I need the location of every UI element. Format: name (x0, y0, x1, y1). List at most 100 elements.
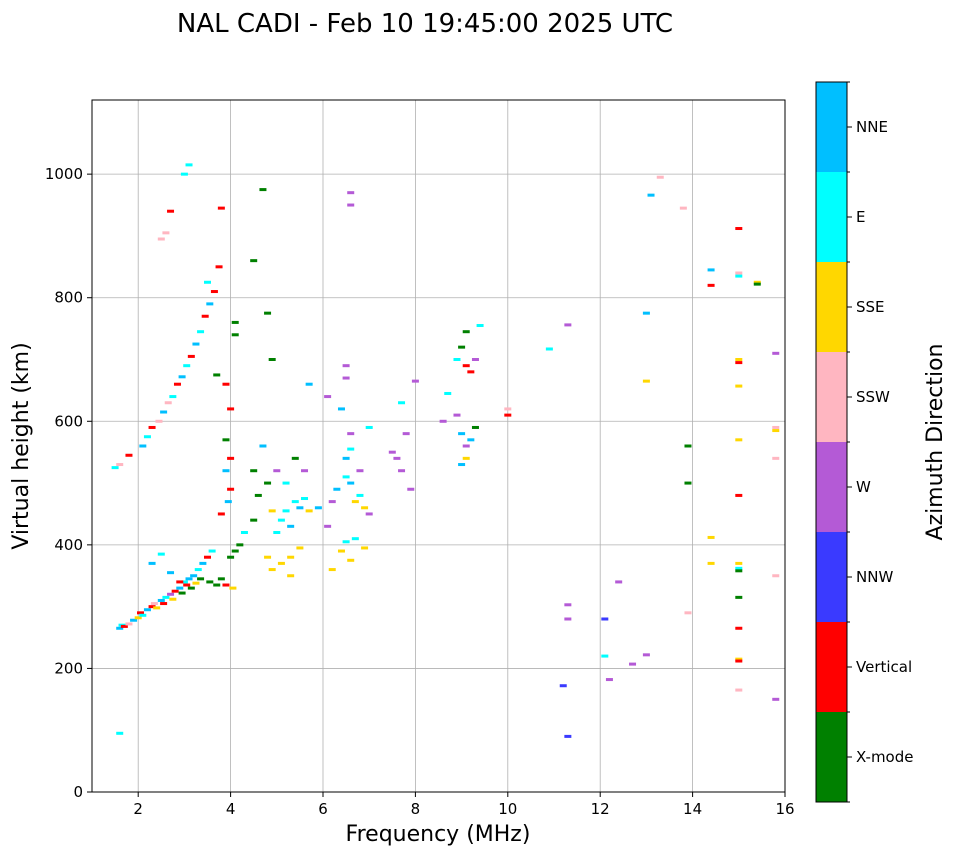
data-point (684, 481, 692, 485)
data-point (187, 586, 195, 590)
data-point (772, 574, 780, 578)
x-tick-label: 10 (498, 800, 517, 818)
data-point (398, 469, 406, 473)
data-point (204, 555, 211, 559)
data-point (277, 561, 285, 565)
data-point (171, 589, 179, 593)
data-point (236, 543, 244, 547)
data-point (264, 555, 272, 559)
data-point (111, 466, 119, 470)
data-point (192, 342, 200, 346)
data-point (217, 206, 225, 210)
y-tick-label: 200 (54, 659, 83, 677)
data-point (268, 509, 276, 513)
data-point (176, 586, 184, 590)
data-point (314, 506, 322, 510)
data-point (656, 175, 664, 179)
data-point (134, 616, 142, 620)
data-point (222, 583, 230, 587)
data-point (559, 684, 567, 688)
data-point (167, 571, 175, 575)
x-tick-label: 14 (683, 800, 702, 818)
data-point (197, 330, 205, 334)
data-point (125, 453, 133, 457)
data-point (615, 580, 623, 584)
data-point (735, 566, 743, 570)
x-tick-label: 16 (775, 800, 794, 818)
data-point (647, 193, 655, 197)
data-point (772, 456, 780, 460)
data-point (411, 379, 419, 383)
data-point (148, 425, 156, 429)
data-point (150, 602, 158, 606)
data-point (157, 598, 165, 602)
data-point (342, 376, 350, 380)
data-point (351, 537, 359, 541)
colorbar-segment (816, 622, 847, 712)
data-point (116, 463, 124, 467)
data-point (222, 438, 230, 442)
data-point (735, 659, 743, 663)
data-point (735, 626, 743, 630)
data-point (772, 351, 780, 355)
data-point (222, 469, 230, 473)
colorbar-label: SSW (856, 388, 890, 406)
data-point (398, 401, 406, 405)
data-point (707, 268, 715, 272)
data-point (471, 425, 479, 429)
data-point (167, 592, 175, 596)
data-point (642, 653, 650, 657)
data-point (185, 577, 193, 581)
colorbar-label: E (856, 208, 865, 226)
data-point (351, 500, 359, 504)
data-point (601, 654, 609, 658)
data-point (328, 568, 336, 572)
data-point (301, 497, 309, 501)
data-point (201, 314, 209, 318)
data-point (324, 395, 332, 399)
data-point (342, 456, 350, 460)
data-point (215, 265, 223, 269)
x-tick-label: 2 (133, 800, 143, 818)
data-point (545, 347, 553, 351)
data-point (180, 580, 188, 584)
data-point (735, 688, 743, 692)
data-point (176, 580, 184, 584)
data-point (629, 662, 637, 666)
colorbar-segment (816, 442, 847, 532)
data-point (467, 438, 475, 442)
data-point (707, 561, 715, 565)
data-point (365, 425, 373, 429)
data-point (167, 209, 175, 213)
data-point (471, 358, 479, 361)
data-point (224, 500, 232, 504)
data-point (116, 731, 124, 735)
data-point (605, 678, 613, 682)
data-point (642, 311, 650, 315)
data-point (347, 432, 355, 436)
data-point (707, 535, 715, 539)
x-tick-label: 4 (226, 800, 236, 818)
data-point (564, 323, 572, 327)
data-point (504, 407, 512, 411)
colorbar-label: W (856, 478, 871, 496)
data-point (291, 500, 299, 504)
colorbar-segment (816, 262, 847, 352)
data-point (153, 606, 161, 610)
data-point (462, 444, 470, 448)
data-point (361, 546, 369, 550)
data-point (183, 583, 191, 587)
data-point (287, 524, 295, 528)
data-point (268, 358, 276, 361)
data-point (231, 549, 239, 553)
colorbar-title: Azimuth Direction (923, 343, 948, 540)
data-point (753, 282, 761, 286)
data-point (735, 358, 743, 361)
colorbar-segment (816, 532, 847, 622)
y-axis-ticks: 0 200 400 600 800 1000 (45, 165, 92, 801)
data-point (116, 626, 124, 630)
data-point (217, 512, 225, 516)
data-point (735, 569, 743, 573)
data-point (259, 188, 267, 192)
data-point (178, 591, 186, 595)
